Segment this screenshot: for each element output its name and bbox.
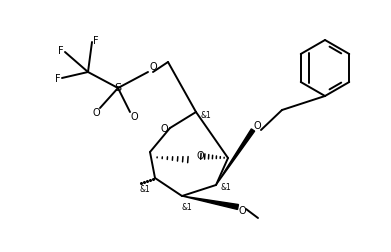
Text: O: O xyxy=(196,151,204,161)
Text: O: O xyxy=(160,124,168,134)
Text: &1: &1 xyxy=(221,182,231,192)
Text: F: F xyxy=(93,36,99,46)
Text: O: O xyxy=(92,108,100,118)
Text: F: F xyxy=(58,46,64,56)
Text: O: O xyxy=(130,112,138,122)
Polygon shape xyxy=(216,129,255,185)
Text: &1: &1 xyxy=(182,204,192,212)
Text: &1: &1 xyxy=(140,185,151,195)
Text: O: O xyxy=(149,62,157,72)
Text: &1: &1 xyxy=(201,110,212,119)
Text: O: O xyxy=(253,121,261,131)
Text: S: S xyxy=(115,83,122,93)
Text: O: O xyxy=(238,206,246,216)
Text: F: F xyxy=(55,74,61,84)
Polygon shape xyxy=(182,196,239,209)
